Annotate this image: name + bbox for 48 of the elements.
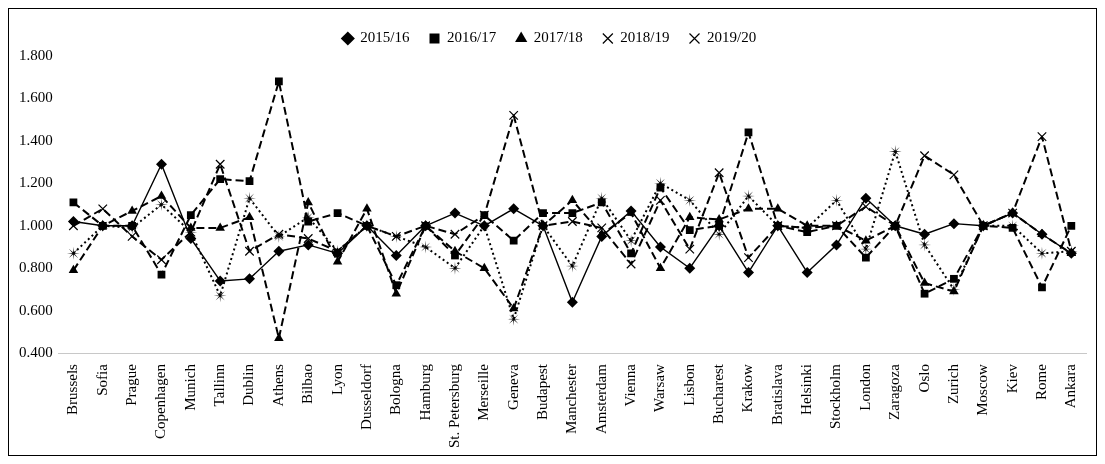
x-tick-label: Bucharest	[710, 363, 727, 425]
x-tick-label: Rome	[1032, 363, 1049, 400]
y-tick-label: 1.000	[19, 216, 53, 233]
x-tick-label: Lyon	[328, 363, 345, 395]
x-tick-label: Athens	[269, 363, 286, 407]
x-tick-label: Copenhagen	[152, 363, 169, 440]
x-tick-label: Lisbon	[680, 363, 697, 406]
x-tick-label: St. Petersburg	[445, 363, 462, 449]
y-tick-label: 1.200	[19, 174, 53, 191]
x-tick-label: Stockholm	[827, 363, 844, 430]
x-tick-label: Manchester	[563, 364, 580, 435]
x-tick-label: Brussels	[64, 363, 81, 415]
legend-label: 2019/20	[707, 29, 757, 46]
x-tick-label: Geneva	[504, 363, 521, 410]
x-tick-label: Tallinn	[211, 363, 228, 407]
y-tick-label: 0.600	[19, 301, 53, 318]
x-tick-label: Dusseldorf	[357, 364, 374, 430]
x-tick-label: Sofia	[93, 363, 110, 396]
x-tick-label: Ankara	[1062, 363, 1079, 409]
x-tick-label: Dublin	[240, 363, 257, 406]
y-tick-label: 1.800	[19, 46, 53, 63]
x-tick-label: Kiev	[1003, 363, 1020, 394]
legend-label: 2017/18	[533, 29, 583, 46]
x-tick-label: Munich	[181, 363, 198, 411]
x-tick-label: Zurich	[944, 363, 961, 405]
x-tick-label: Helsinki	[798, 364, 815, 415]
x-tick-label: Zaragoza	[886, 363, 903, 420]
x-tick-label: Moscow	[974, 363, 991, 416]
y-tick-label: 1.600	[19, 89, 53, 106]
x-tick-label: Merseille	[475, 363, 492, 421]
legend-label: 2015/16	[360, 29, 410, 46]
x-tick-label: Krakow	[739, 363, 756, 413]
x-tick-label: Prague	[123, 363, 140, 406]
x-tick-label: Hamburg	[416, 363, 433, 421]
x-tick-label: Warsaw	[651, 363, 668, 413]
x-tick-label: Bologna	[387, 363, 404, 415]
x-tick-label: Bilbao	[299, 364, 316, 405]
x-tick-label: Vienna	[622, 363, 639, 407]
y-tick-label: 0.400	[19, 344, 53, 361]
x-tick-label: Bratislava	[768, 363, 785, 425]
legend-label: 2016/17	[447, 29, 497, 46]
x-tick-label: Budapest	[533, 363, 550, 420]
y-tick-label: 0.800	[19, 259, 53, 276]
legend-label: 2018/19	[620, 29, 670, 46]
x-tick-label: Amsterdam	[592, 363, 609, 435]
y-tick-label: 1.400	[19, 131, 53, 148]
x-tick-label: Oslo	[915, 364, 932, 393]
x-tick-label: London	[856, 363, 873, 411]
